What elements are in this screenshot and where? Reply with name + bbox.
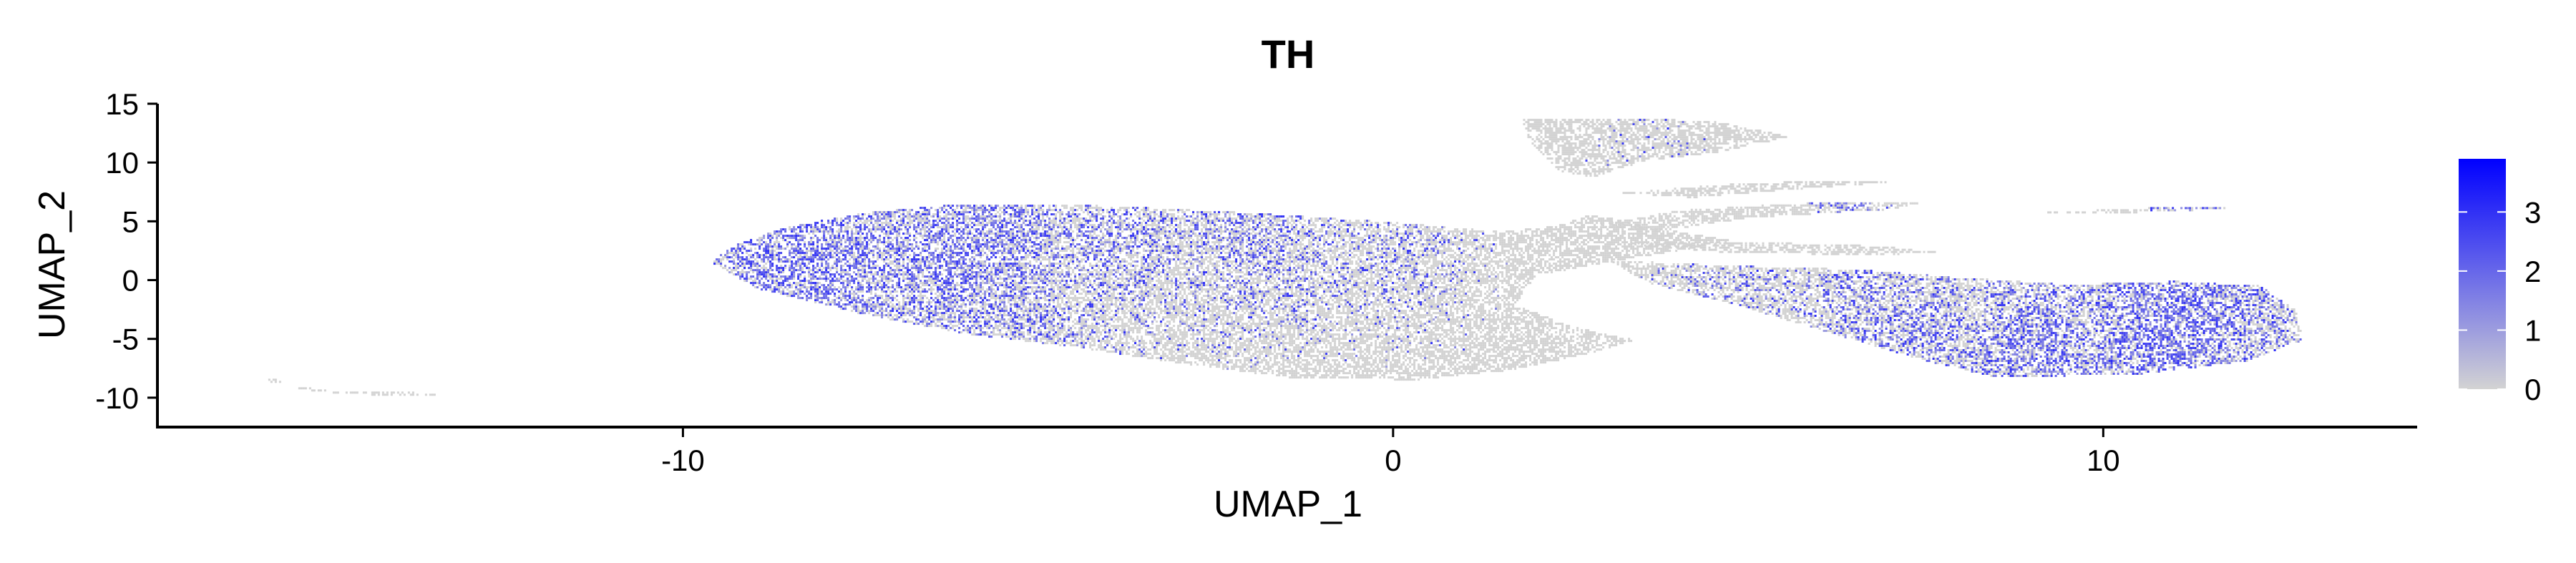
- colorbar-tick-label: 3: [2524, 195, 2541, 229]
- y-tick-label: 0: [122, 264, 139, 298]
- cluster-points: [1523, 119, 1787, 177]
- cluster-points: [1612, 261, 2302, 377]
- y-tick-label: -10: [95, 381, 139, 415]
- colorbar: [2459, 159, 2506, 389]
- cluster-points: [713, 205, 1729, 381]
- point-cloud: [268, 119, 2302, 396]
- colorbar-tick-label: 1: [2524, 313, 2541, 347]
- y-tick-label: 10: [105, 146, 139, 180]
- y-tick-label: 5: [122, 205, 139, 238]
- x-axis-label: UMAP_1: [1214, 484, 1362, 525]
- x-tick-label: 0: [1385, 444, 1401, 477]
- cluster-points: [2047, 207, 2226, 214]
- chart-title: TH: [1262, 31, 1315, 77]
- y-tick-label: -5: [112, 323, 139, 356]
- y-tick-label: 15: [105, 87, 139, 121]
- y-axis-label: UMAP_2: [31, 190, 73, 339]
- colorbar-tick-label: 0: [2524, 373, 2541, 406]
- x-axis-ticks: -10 0 10: [661, 427, 2120, 477]
- y-axis-ticks: 15 10 5 0 -5 -10: [95, 87, 157, 415]
- x-tick-label: 10: [2087, 444, 2120, 477]
- cluster-points: [268, 378, 436, 396]
- color-legend: 0 1 2 3: [2459, 159, 2541, 406]
- cluster-points: [1622, 181, 1887, 199]
- colorbar-tick-label: 2: [2524, 255, 2541, 288]
- x-tick-label: -10: [661, 444, 705, 477]
- cluster-points: [1600, 202, 1918, 232]
- colorbar-ticks: 0 1 2 3: [2459, 195, 2541, 406]
- cluster-points: [1631, 242, 1936, 255]
